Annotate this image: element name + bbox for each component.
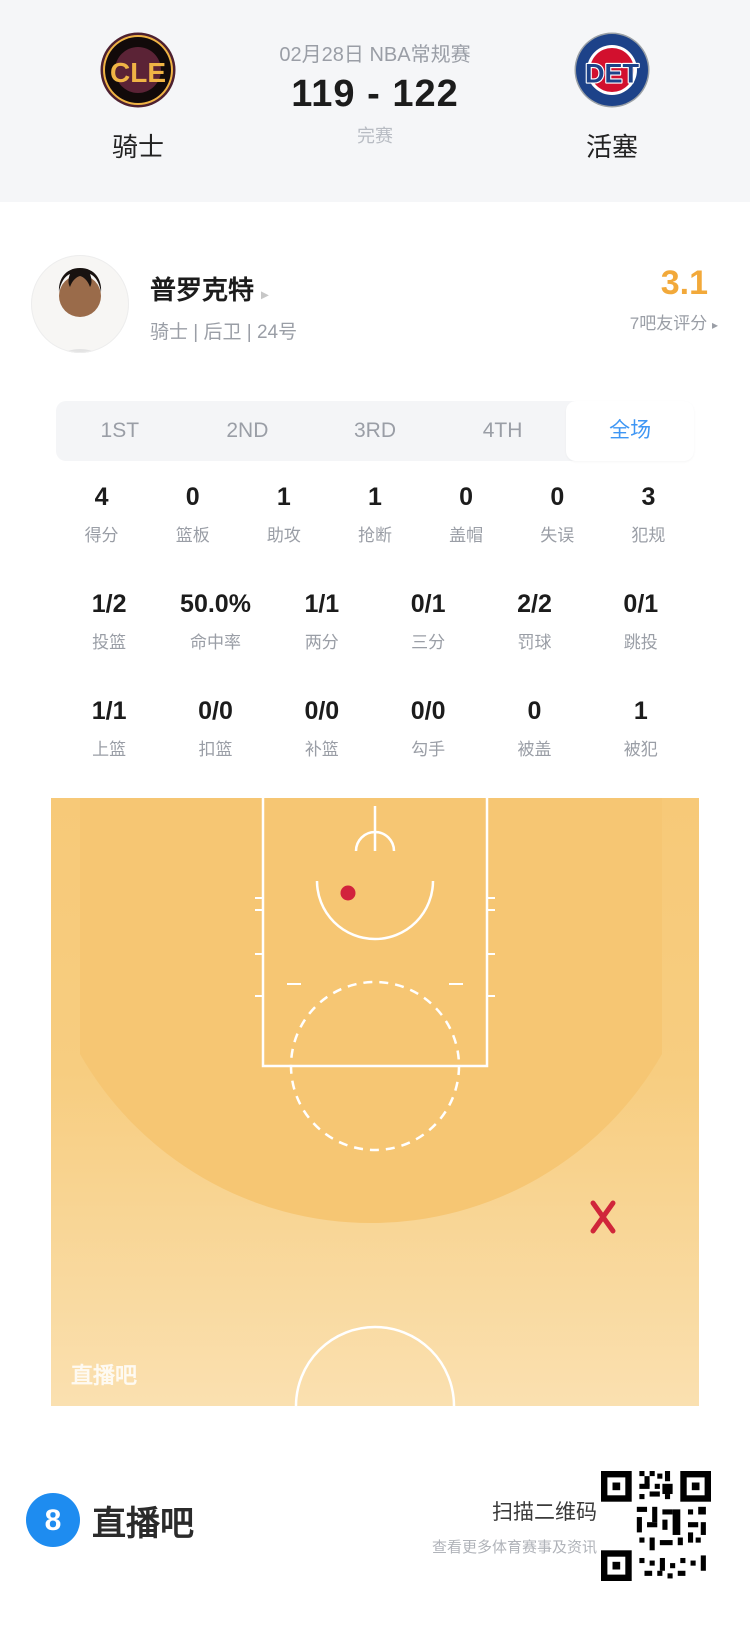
- svg-text:8: 8: [45, 1504, 62, 1537]
- svg-text:直播吧: 直播吧: [71, 1363, 137, 1388]
- svg-text:DET: DET: [585, 59, 640, 89]
- svg-text:CLE: CLE: [110, 57, 166, 88]
